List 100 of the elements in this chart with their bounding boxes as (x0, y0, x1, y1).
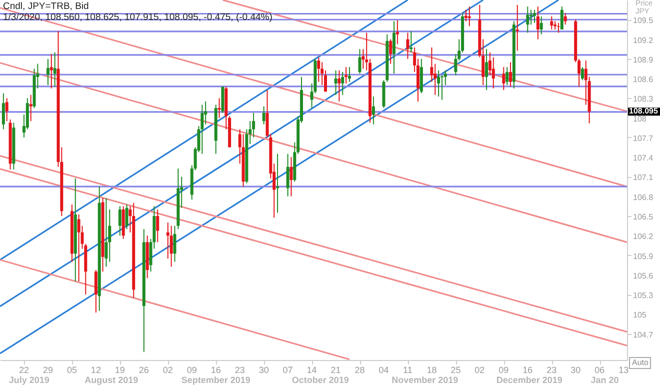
y-tick-label: 107.1 (633, 173, 654, 182)
candlestick (532, 9, 536, 24)
candlestick (437, 70, 440, 98)
candlestick (372, 96, 375, 125)
candlestick (540, 16, 543, 35)
candlestick (334, 70, 338, 96)
text: Auto (629, 357, 652, 369)
candlestick (94, 270, 98, 314)
y-tick-label: 104.7 (633, 330, 654, 340)
text: Jan 20 (590, 375, 619, 385)
y-tick-label: 108.3 (633, 94, 654, 104)
candlestick (218, 98, 221, 118)
candlestick (344, 66, 348, 84)
candlestick (406, 32, 410, 60)
x-tick-label: 26 (138, 365, 149, 375)
x-tick-label: 25 (450, 365, 461, 375)
x-tick-label: 16 (210, 365, 221, 375)
candlestick (530, 9, 533, 26)
x-tick-label: 11 (403, 365, 412, 375)
candlestick (104, 198, 108, 268)
candlestick (348, 66, 351, 82)
candlestick (526, 6, 530, 34)
x-tick-label: 12 (90, 365, 101, 375)
candlestick (389, 38, 392, 64)
candlestick (29, 94, 32, 122)
x-tick-label: 29 (42, 365, 53, 375)
candlestick (286, 153, 290, 197)
candlestick (396, 20, 399, 45)
text: December 2019 (496, 375, 562, 385)
y-tick-label: 105 (633, 310, 647, 320)
x-tick-label: 13 (618, 365, 629, 375)
x-tick-label: 21 (330, 365, 341, 375)
candlestick (173, 225, 176, 262)
candlestick (468, 6, 471, 27)
candlestick (290, 156, 293, 197)
x-tick-label: 05 (66, 365, 77, 375)
candlestick (560, 6, 564, 30)
candlestick (509, 62, 512, 88)
x-tick-label: 22 (18, 365, 29, 375)
y-tick-label: 105.3 (633, 291, 654, 300)
x-tick-label: 02 (474, 365, 485, 375)
y-tick-label: 108.6 (633, 75, 654, 84)
x-tick-label: 07 (282, 365, 293, 375)
candlestick (564, 12, 567, 26)
y-tick-label: 106.8 (633, 192, 654, 202)
x-tick-label: 02 (162, 365, 173, 375)
x-tick-label: 30 (570, 365, 581, 375)
text: August 2019 (84, 375, 138, 385)
x-tick-label: 18 (426, 365, 437, 375)
candlestick (492, 56, 495, 89)
x-tick-label: 19 (114, 365, 125, 375)
y-tick-label: 108.9 (633, 55, 654, 64)
candlestick (46, 58, 50, 86)
candlestick (502, 66, 506, 90)
y-tick-label: 106.5 (633, 212, 654, 222)
candlestick (392, 20, 396, 74)
candlestick (170, 225, 173, 268)
candlestick (410, 30, 413, 53)
candlestick (516, 4, 519, 52)
candlestick (506, 66, 509, 86)
candlestick (338, 70, 341, 102)
x-tick-label: 14 (306, 365, 317, 375)
candlestick (556, 22, 560, 34)
y-tick-label: 107.7 (633, 134, 654, 143)
y-tick-label: 109.5 (633, 16, 654, 26)
candlestick (550, 16, 554, 30)
candlestick (464, 9, 468, 22)
y-tick-label: 109.2 (633, 36, 654, 45)
x-tick-label: 23 (546, 365, 557, 375)
y-tick-label: 108 (633, 114, 647, 124)
candlestick (53, 52, 56, 88)
y-tick-label: 105.6 (633, 271, 654, 280)
candlestick (50, 54, 53, 89)
candlestick (200, 104, 204, 154)
candlestick (156, 208, 160, 243)
x-tick-label: 23 (234, 365, 245, 375)
candlestick (358, 48, 362, 74)
candlestick (317, 56, 320, 82)
y-tick-label: 107.4 (633, 154, 654, 163)
candlestick (5, 98, 8, 122)
candlestick (485, 48, 488, 90)
y-tick-label: 105.9 (633, 252, 654, 261)
candlestick (118, 206, 122, 236)
x-tick-label: 09 (186, 365, 197, 375)
candlestick (2, 92, 5, 130)
x-tick-label: 06 (594, 365, 605, 375)
candlestick (262, 106, 266, 125)
candlestick (580, 66, 584, 81)
x-tick-label: 28 (354, 365, 365, 375)
x-tick-label: 16 (522, 365, 533, 375)
candlestick (77, 214, 80, 282)
text: 108.095 (629, 106, 658, 116)
text: November 2019 (392, 375, 458, 385)
text: July 2019 (8, 375, 50, 385)
text: September 2019 (181, 375, 250, 385)
x-tick-label: 30 (258, 365, 269, 375)
chart-title: Cndl, JPY=TRB, Bid (3, 1, 89, 12)
text: October 2019 (292, 375, 349, 385)
candlestick (125, 204, 128, 230)
candlestick (276, 153, 280, 214)
